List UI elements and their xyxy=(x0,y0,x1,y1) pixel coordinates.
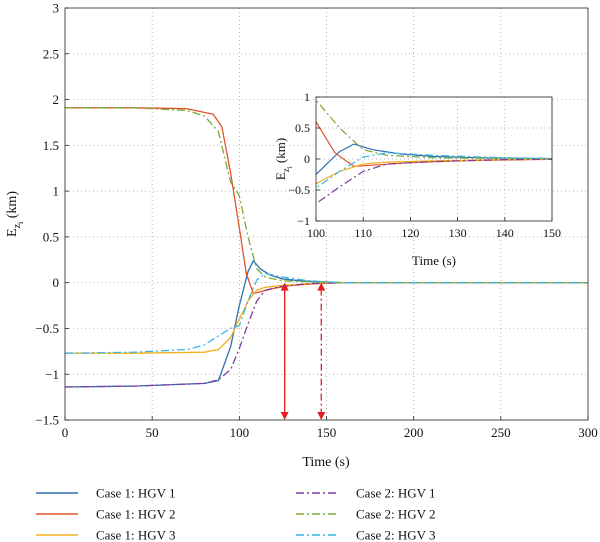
inset-series-line xyxy=(316,120,552,167)
main-series-line xyxy=(65,107,588,284)
main-x-tick-label: 150 xyxy=(317,425,337,440)
inset-series-line xyxy=(316,152,552,189)
main-y-tick-label: 2 xyxy=(53,92,60,107)
main-annotations xyxy=(280,282,326,420)
legend: Case 1: HGV 1 Case 1: HGV 2 Case 1: HGV 3 C… xyxy=(36,486,436,542)
main-series-line xyxy=(65,282,588,388)
inset-y-axis-label: Ezi (km) xyxy=(273,138,294,180)
legend-label: Case 2: HGV 1 xyxy=(356,486,436,501)
inset-y-tick-label: −0.5 xyxy=(288,183,310,197)
main-x-tick-label: 300 xyxy=(578,425,598,440)
main-y-tick-label: −1.5 xyxy=(35,413,59,428)
inset-series-line xyxy=(316,143,552,176)
inset-series-group xyxy=(316,99,552,205)
main-series-line xyxy=(65,272,588,354)
legend-label: Case 2: HGV 2 xyxy=(356,507,436,522)
inset-series-line xyxy=(316,158,552,205)
inset-series-line xyxy=(316,158,552,185)
main-y-axis-label: Ezi (km) xyxy=(5,191,25,237)
inset-x-axis-label: Time (s) xyxy=(412,253,456,268)
arrow-head-up xyxy=(280,282,289,291)
main-series-group xyxy=(65,107,588,388)
legend-label: Case 1: HGV 2 xyxy=(96,507,176,522)
inset-y-tick-label: 1 xyxy=(304,90,310,104)
inset-y-tick-label: 0.5 xyxy=(295,121,310,135)
legend-label: Case 1: HGV 3 xyxy=(96,528,176,542)
main-x-tick-label: 100 xyxy=(230,425,250,440)
main-y-tick-label: −1 xyxy=(45,367,59,382)
main-series-line xyxy=(65,282,588,354)
main-y-tick-label: 0 xyxy=(53,275,60,290)
inset-x-tick-label: 150 xyxy=(543,226,561,240)
main-x-tick-label: 50 xyxy=(146,425,159,440)
inset-x-tick-label: 110 xyxy=(354,226,372,240)
main-y-tick-label: 3 xyxy=(53,1,60,16)
inset-x-tick-label: 130 xyxy=(449,226,467,240)
arrow-head-down xyxy=(280,412,289,420)
arrow-head-up xyxy=(317,282,326,291)
main-x-axis-label: Time (s) xyxy=(302,455,350,470)
main-x-tick-label: 0 xyxy=(62,425,69,440)
arrow-head-down xyxy=(317,412,326,420)
inset-y-tick-label: −1 xyxy=(297,214,310,228)
legend-label: Case 1: HGV 1 xyxy=(96,486,176,501)
main-x-tick-label: 250 xyxy=(491,425,511,440)
main-x-tick-label: 200 xyxy=(404,425,424,440)
inset-x-tick-label: 100 xyxy=(307,226,325,240)
main-y-tick-label: 1.5 xyxy=(43,138,59,153)
inset-x-tick-label: 140 xyxy=(496,226,514,240)
main-y-tick-label: 1 xyxy=(53,184,60,199)
inset-ticks: 100 110 120 130 140 150 −1 −0.5 0 0.5 1 xyxy=(288,90,561,240)
main-grid xyxy=(65,8,588,420)
main-ticks: 0 50 100 150 200 250 300 −1.5 −1 −0.5 0 0.5 1 1.5 2 2.5… xyxy=(35,1,597,440)
inset-x-tick-label: 120 xyxy=(401,226,419,240)
main-y-tick-label: 0.5 xyxy=(43,229,59,244)
legend-label: Case 2: HGV 3 xyxy=(356,528,436,542)
inset-y-tick-label: 0 xyxy=(304,152,310,166)
main-y-tick-label: −0.5 xyxy=(35,321,59,336)
main-y-tick-label: 2.5 xyxy=(43,46,59,61)
